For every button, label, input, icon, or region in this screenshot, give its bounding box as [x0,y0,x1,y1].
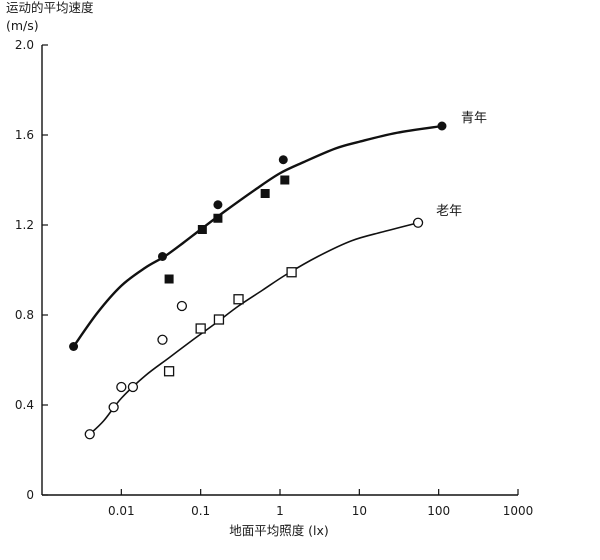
data-point-filled-circle [213,200,223,210]
x-tick-label: 10 [352,504,367,518]
x-tick-label: 1 [276,504,284,518]
data-point-open-circle [176,300,188,312]
data-point-open-square [163,366,175,377]
data-point-open-circle [116,381,127,393]
data-point-filled-circle [157,252,167,261]
x-tick-label: 1000 [503,504,534,518]
fit-curve-youth [72,124,443,348]
series-label-elderly: 老年 [436,204,462,219]
x-tick-label: 0.1 [191,504,210,518]
marker-layer [69,121,447,440]
data-point-filled-circle [278,155,288,165]
y-tick-label: 0.8 [15,308,34,322]
data-point-filled-square [260,189,270,198]
data-point-open-circle [108,402,119,413]
y-tick-label: 0.4 [15,398,34,412]
series-label-youth: 青年 [461,111,487,126]
x-tick-label: 0.01 [108,504,135,518]
data-point-filled-square [213,213,223,223]
data-point-filled-circle [69,342,79,351]
data-point-open-circle [127,381,139,393]
data-point-filled-square [164,274,174,284]
data-point-open-square [286,267,297,278]
fit-curve-layer [72,124,443,435]
y-axis-title-line1: 运动的平均速度 [6,0,94,15]
y-tick-label: 1.6 [15,128,34,142]
x-tick-label: 100 [427,504,450,518]
tick-layer: 0 0.4 0.8 1.2 1.6 2.0 0.01 0.1 1 10 100 1000 [15,38,533,518]
data-point-open-circle [157,334,168,345]
data-point-filled-square [197,225,207,234]
fit-curve-elderly [89,221,419,435]
x-axis-title: 地面平均照度 (lx) [229,523,329,538]
data-point-filled-circle [437,121,447,131]
data-point-open-square [195,323,206,334]
data-point-filled-square [280,175,290,185]
data-point-open-circle [84,429,95,440]
data-point-open-square [233,294,244,305]
y-tick-label: 1.2 [15,218,34,232]
y-tick-label: 2.0 [15,38,34,52]
y-tick-label: 0 [26,488,34,502]
data-point-open-square [213,314,225,325]
y-axis-title-line2: (m/s) [6,18,39,33]
data-point-open-circle [412,217,424,228]
